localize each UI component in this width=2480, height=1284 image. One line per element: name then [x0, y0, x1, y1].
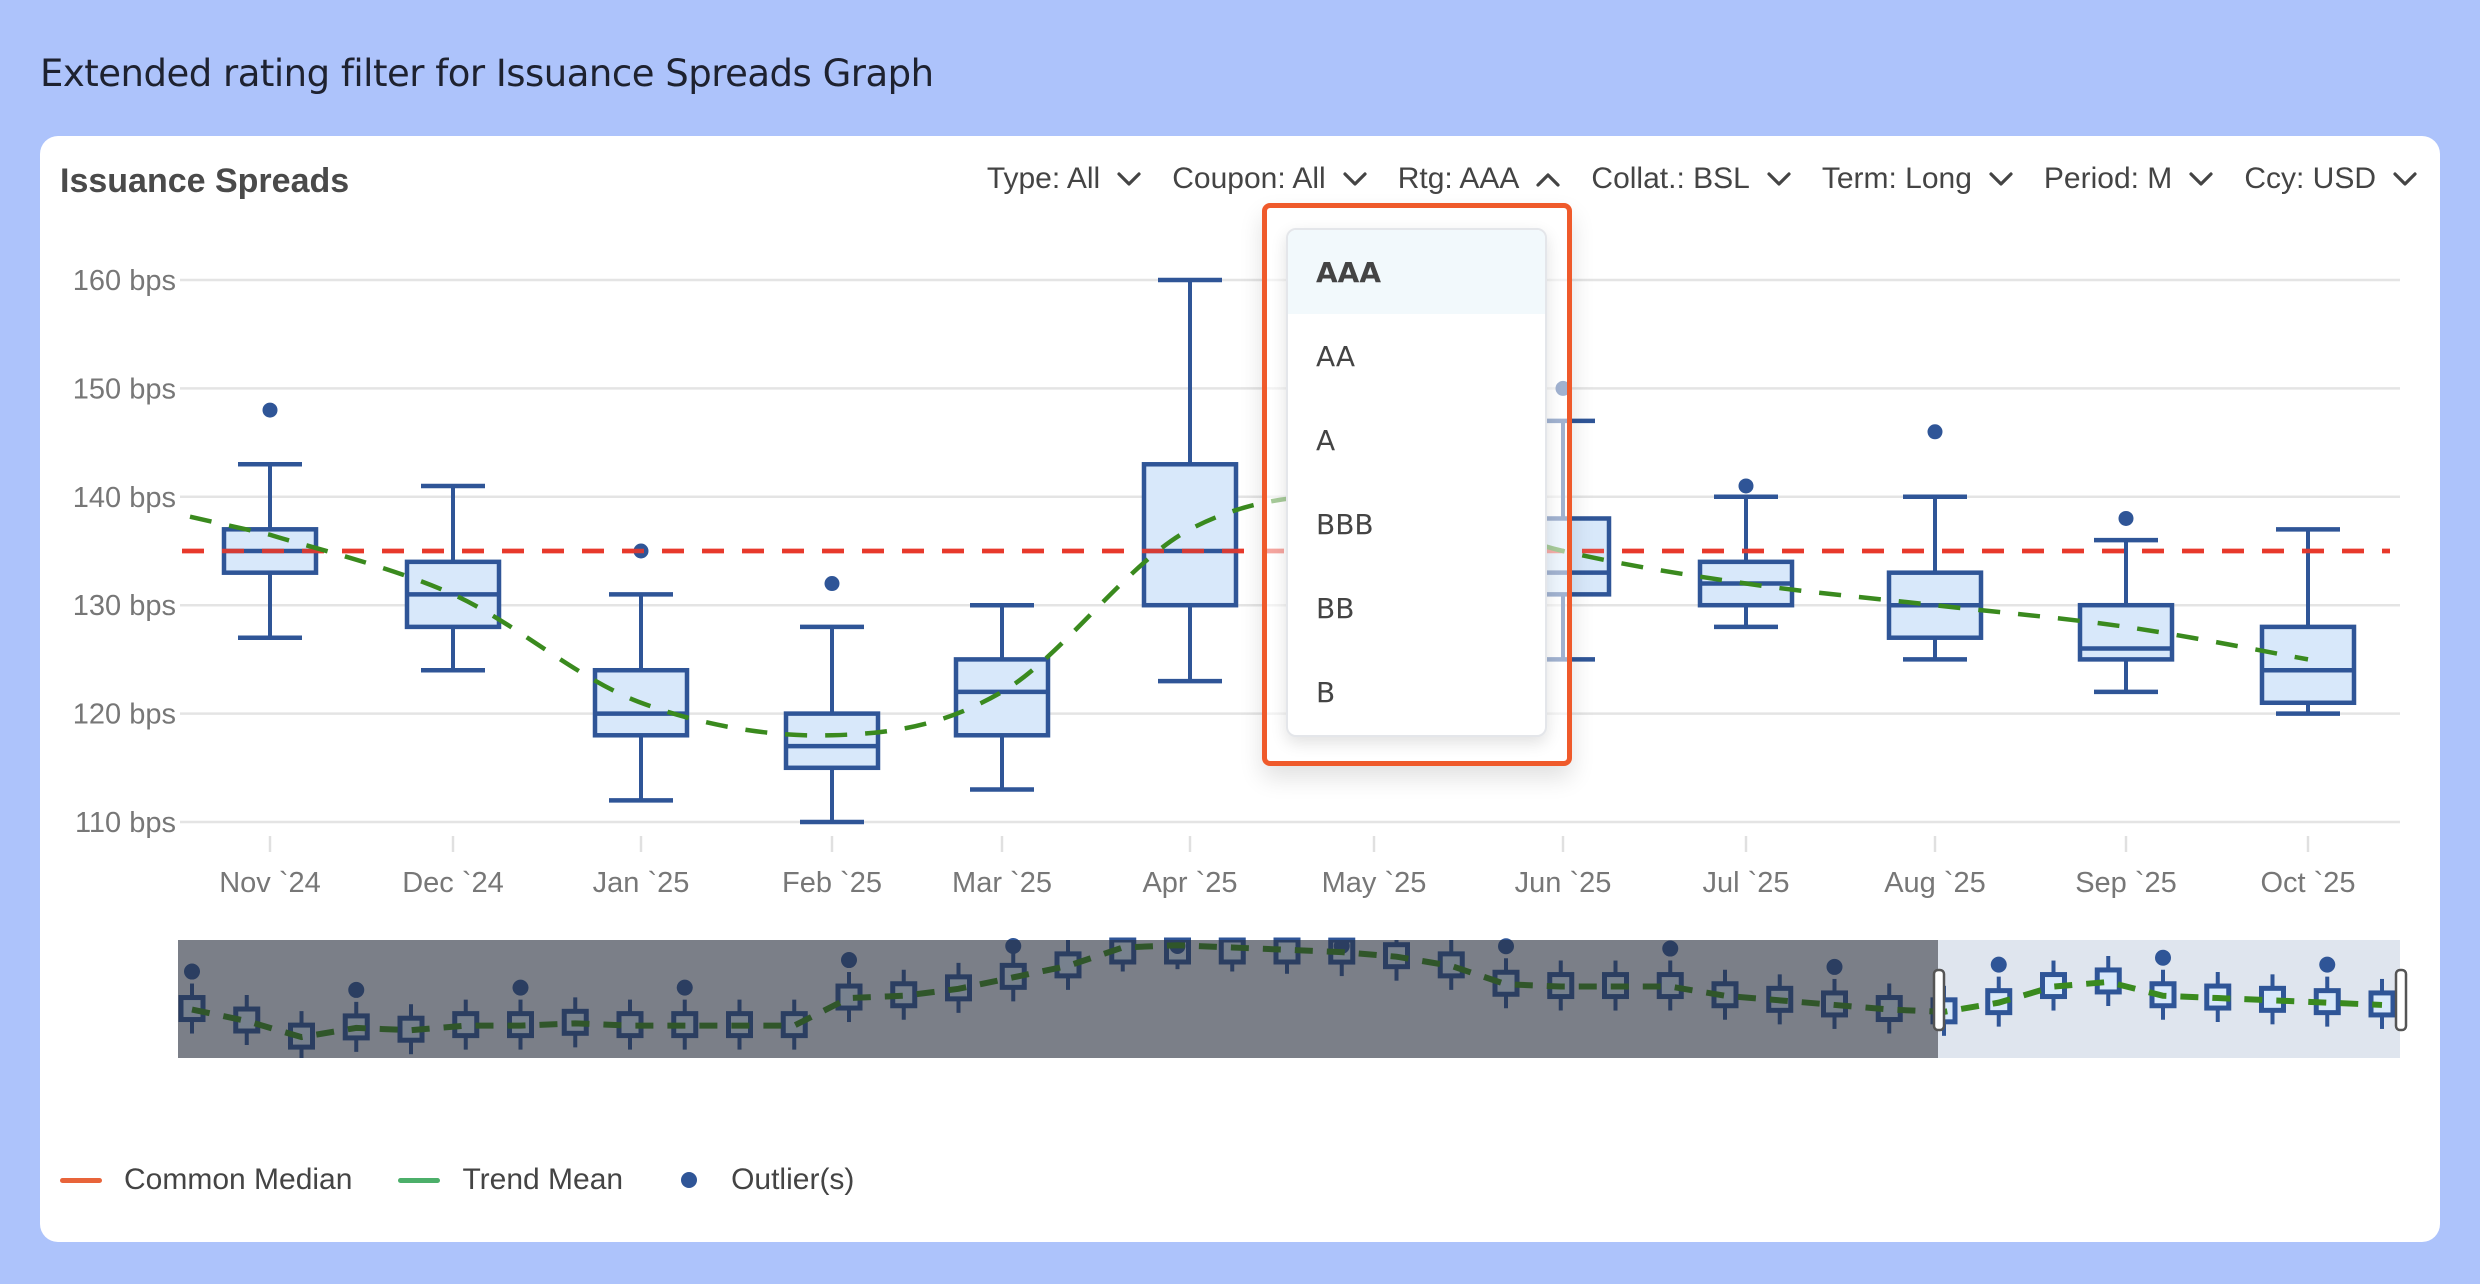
- outlier-point: [2118, 510, 2134, 526]
- line-swatch-icon: [60, 1177, 102, 1183]
- filter-ccy[interactable]: Ccy: USD: [2244, 162, 2418, 196]
- rating-dropdown-menu: AAA AA A BBB BB B: [1286, 228, 1547, 737]
- box-iqr: [783, 711, 881, 771]
- x-tick-label: Jan `25: [593, 867, 690, 899]
- filter-label: Ccy: USD: [2244, 162, 2376, 195]
- filter-rtg[interactable]: Rtg: AAA: [1398, 162, 1562, 196]
- filter-label: Rtg: AAA: [1397, 162, 1520, 195]
- outlier-dot-icon: [681, 1172, 698, 1188]
- navigator-outlier: [2319, 956, 2336, 973]
- rating-option-a[interactable]: A: [1316, 423, 1336, 457]
- filter-label: Type: All: [986, 162, 1101, 195]
- x-tick-label: Oct `25: [2260, 867, 2355, 899]
- filter-label: Period: M: [2043, 162, 2173, 195]
- rating-option-bb[interactable]: BB: [1316, 591, 1355, 625]
- box-iqr: [953, 657, 1051, 738]
- rating-option-bbb[interactable]: BBB: [1316, 507, 1374, 541]
- navigator-outlier: [2155, 949, 2171, 966]
- chart-legend: Common Median Trend Mean Outlier(s): [60, 1163, 854, 1197]
- filter-coupon[interactable]: Coupon: All: [1172, 162, 1367, 196]
- page-title: Extended rating filter for Issuance Spre…: [40, 52, 934, 95]
- box-iqr: [2259, 624, 2357, 706]
- chevron-down-icon: [1766, 170, 1792, 188]
- x-tick-label: Jun `25: [1515, 867, 1612, 899]
- x-tick-label: Feb `25: [782, 867, 882, 899]
- x-tick-label: Apr `25: [1142, 867, 1237, 899]
- filter-type[interactable]: Type: All: [987, 162, 1142, 196]
- outlier-point: [1738, 478, 1754, 494]
- filter-label: Collat.: BSL: [1591, 162, 1750, 195]
- box-iqr: [1141, 462, 1239, 608]
- y-tick-label: 120 bps: [73, 699, 176, 731]
- x-tick-label: Jul `25: [1702, 867, 1789, 899]
- y-tick-label: 140 bps: [73, 482, 176, 514]
- card-title: Issuance Spreads: [60, 162, 350, 200]
- legend-label: Common Median: [124, 1163, 353, 1196]
- filter-label: Term: Long: [1821, 162, 1972, 195]
- navigator-right-handle[interactable]: [2394, 968, 2408, 1032]
- x-tick-label: Aug `25: [1884, 867, 1986, 899]
- rating-option-aaa[interactable]: AAA: [1288, 230, 1545, 314]
- chevron-down-icon: [1988, 170, 2014, 188]
- legend-label: Outlier(s): [731, 1163, 855, 1196]
- x-tick-label: Sep `25: [2075, 867, 2177, 899]
- line-swatch-icon: [398, 1177, 441, 1183]
- y-tick-label: 150 bps: [73, 373, 176, 405]
- navigator-outlier: [1990, 956, 2007, 973]
- rating-option-b[interactable]: B: [1316, 675, 1336, 709]
- filter-bar: Type: All Coupon: All Rtg: AAA Collat.: BSL…: [987, 162, 2418, 196]
- x-tick-label: Dec `24: [402, 867, 504, 899]
- chevron-down-icon: [2392, 170, 2418, 188]
- filter-label: Coupon: All: [1172, 162, 1326, 195]
- x-tick-label: May `25: [1322, 867, 1427, 899]
- trend-mean-line: [189, 493, 2309, 738]
- navigator-left-handle[interactable]: [1932, 968, 1946, 1032]
- outlier-point: [262, 402, 278, 418]
- legend-item-outlier-s[interactable]: Outlier(s): [669, 1163, 854, 1197]
- y-tick-label: 110 bps: [75, 807, 176, 839]
- rating-option-aa[interactable]: AA: [1316, 339, 1356, 373]
- outlier-point: [1927, 424, 1943, 440]
- legend-label: Trend Mean: [462, 1163, 624, 1196]
- y-tick-label: 130 bps: [73, 590, 176, 622]
- filter-period[interactable]: Period: M: [2044, 162, 2214, 196]
- legend-item-trend-mean[interactable]: Trend Mean: [398, 1163, 623, 1197]
- x-tick-label: Mar `25: [952, 867, 1052, 899]
- x-tick-label: Nov `24: [219, 867, 321, 899]
- chevron-down-icon: [1342, 170, 1368, 188]
- chevron-down-icon: [1116, 170, 1142, 188]
- navigator-mask: [178, 940, 1938, 1058]
- filter-collat[interactable]: Collat.: BSL: [1591, 162, 1791, 196]
- filter-term[interactable]: Term: Long: [1822, 162, 2014, 196]
- chevron-down-icon: [2188, 170, 2214, 188]
- legend-item-common-median[interactable]: Common Median: [60, 1163, 352, 1197]
- y-tick-label: 160 bps: [73, 265, 176, 297]
- chevron-up-icon: [1535, 170, 1561, 188]
- outlier-point: [824, 576, 840, 592]
